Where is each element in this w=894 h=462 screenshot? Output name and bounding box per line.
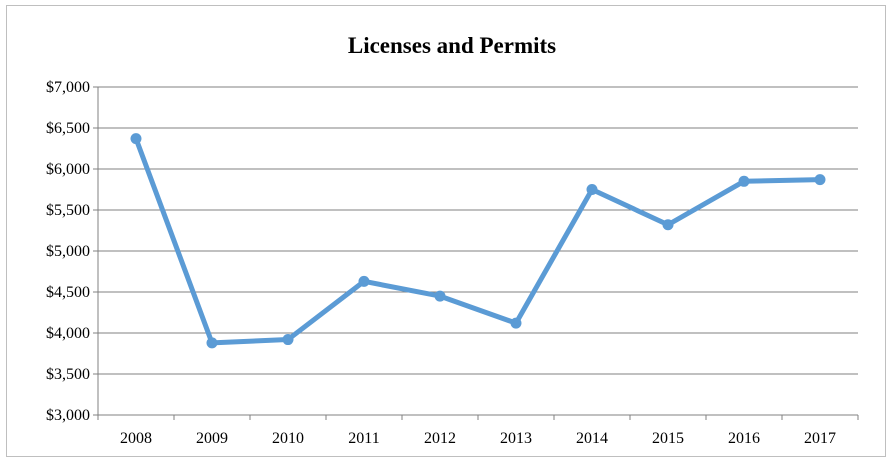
data-point xyxy=(738,175,750,187)
x-tick-label: 2012 xyxy=(424,430,456,447)
data-point xyxy=(586,184,598,195)
data-point xyxy=(206,337,218,349)
data-point xyxy=(814,174,826,186)
data-point xyxy=(662,219,674,231)
data-point xyxy=(434,290,446,302)
x-tick-label: 2016 xyxy=(728,430,760,447)
x-tick-label: 2009 xyxy=(196,430,228,447)
axes xyxy=(97,87,858,416)
y-tick-label: $3,500 xyxy=(46,366,90,383)
x-tick-label: 2011 xyxy=(348,430,379,447)
y-tick-label: $5,500 xyxy=(46,202,90,219)
data-point xyxy=(130,133,142,145)
y-tick-label: $3,000 xyxy=(46,407,90,424)
y-tick-label: $6,500 xyxy=(46,120,90,137)
y-tick-label: $4,000 xyxy=(46,325,90,342)
y-tick-label: $4,500 xyxy=(46,284,90,301)
x-tick-label: 2015 xyxy=(652,430,684,447)
data-point xyxy=(282,334,294,346)
x-axis-ticks: 2008 2009 2010 2011 2012 2013 2014 2015 2016 2017 xyxy=(97,415,859,447)
chart-title: Licenses and Permits xyxy=(348,33,556,58)
x-tick-label: 2013 xyxy=(500,430,532,447)
gridlines xyxy=(98,86,858,375)
y-tick-label: $5,000 xyxy=(46,243,90,260)
series-line xyxy=(133,136,823,346)
data-point xyxy=(358,275,370,287)
x-tick-label: 2010 xyxy=(272,430,304,447)
x-tick-label: 2014 xyxy=(576,430,608,447)
x-tick-label: 2008 xyxy=(120,430,152,447)
series-line-group xyxy=(130,133,826,349)
chart-frame xyxy=(6,5,886,457)
data-point xyxy=(510,317,522,329)
x-tick-label: 2017 xyxy=(804,430,836,447)
y-tick-label: $6,000 xyxy=(46,161,90,178)
y-axis-ticks: $3,000 $3,500 $4,000 $4,500 $5,000 $5,500 $6,0… xyxy=(46,79,98,424)
y-tick-label: $7,000 xyxy=(46,79,90,96)
